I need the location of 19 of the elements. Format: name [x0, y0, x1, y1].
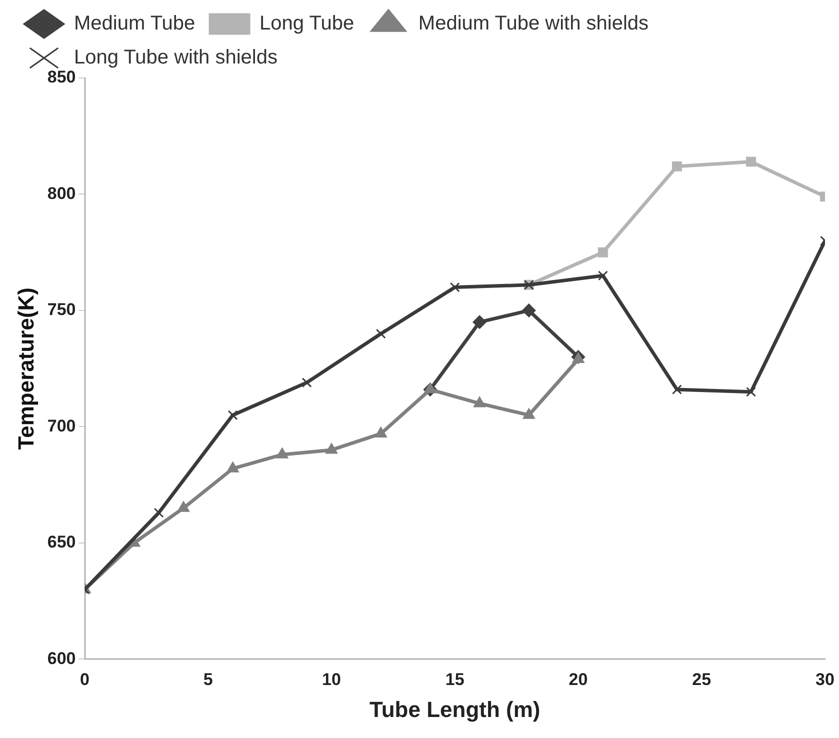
x-tick-label: 25	[692, 670, 712, 690]
y-axis-title: Temperature(K)	[13, 288, 38, 450]
legend-label: Long Tube	[260, 12, 354, 35]
x-tick-label: 20	[568, 670, 588, 690]
y-tick-label: 600	[47, 648, 76, 668]
x-axis-title: Tube Length (m)	[370, 696, 540, 722]
legend-label: Medium Tube with shields	[418, 12, 649, 35]
legend-label: Long Tube with shields	[74, 46, 278, 69]
y-tick-label: 800	[47, 184, 76, 203]
legend-label: Medium Tube	[74, 12, 196, 35]
y-tick-label: 850	[47, 68, 76, 87]
y-tick-label: 700	[47, 416, 76, 436]
x-tick-label: 10	[322, 670, 341, 690]
y-tick-label: 750	[47, 300, 76, 320]
y-tick-label: 650	[47, 532, 76, 552]
x-tick-label: 30	[816, 670, 834, 690]
x-tick-label: 15	[445, 670, 464, 690]
x-tick-label: 0	[80, 670, 90, 690]
x-tick-label: 5	[203, 670, 213, 690]
